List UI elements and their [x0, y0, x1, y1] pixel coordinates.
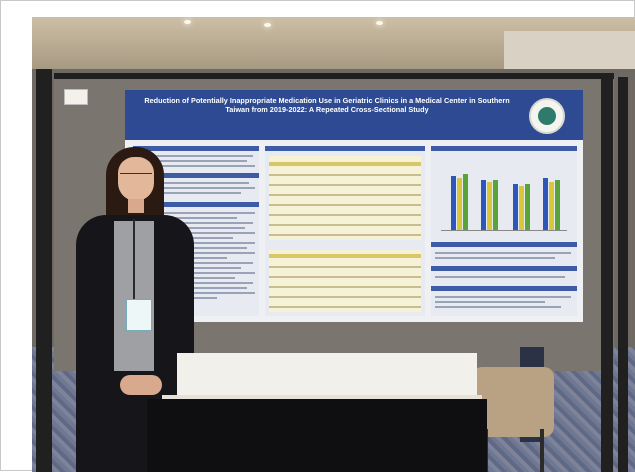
text-line [137, 222, 253, 224]
text-line [137, 272, 255, 274]
text-line [137, 262, 253, 264]
name-badge [126, 299, 152, 331]
ceiling-light [376, 21, 383, 25]
table-row [269, 306, 421, 308]
table-black-skirt [147, 399, 487, 472]
poster-bar-chart [441, 160, 567, 231]
table-row [269, 276, 421, 278]
section-heading-bar [431, 146, 577, 151]
text-line [137, 160, 247, 162]
chart-bar [451, 176, 456, 230]
section-heading-bar [133, 202, 259, 207]
results-table [269, 156, 421, 240]
table-row [269, 162, 421, 166]
chart-bar [543, 178, 548, 230]
table-row [269, 266, 421, 268]
chart-bar [513, 184, 518, 230]
section-heading-bar [133, 173, 259, 178]
chart-bar [493, 180, 498, 230]
text-line [435, 301, 545, 303]
poster-right-column [431, 146, 577, 316]
table-white-paper [177, 353, 477, 399]
clasped-hands [120, 375, 162, 395]
text-line [435, 252, 571, 254]
text-line [137, 252, 255, 254]
text-line [137, 217, 237, 219]
face [118, 157, 154, 201]
text-line [137, 227, 245, 229]
poster-middle-column [265, 146, 425, 316]
chart-bar [555, 180, 560, 230]
table-row [269, 234, 421, 236]
board-number-card [64, 89, 88, 105]
text-line [435, 296, 571, 298]
board-pole [601, 73, 613, 472]
text-line [137, 187, 255, 189]
institution-logo-icon [529, 98, 565, 134]
board-pole [36, 69, 52, 472]
text-line [137, 292, 255, 294]
table-row [269, 286, 421, 288]
glasses-icon [120, 173, 152, 181]
chart-bar [519, 186, 524, 230]
text-line [137, 155, 253, 157]
section-heading-bar [265, 146, 425, 151]
results-table [269, 250, 421, 312]
text-line [435, 257, 555, 259]
table-row [269, 174, 421, 176]
logo-emblem [538, 107, 556, 125]
chart-bar [487, 182, 492, 230]
chart-bar [481, 180, 486, 230]
lanyard [133, 219, 135, 299]
chair-leg [540, 429, 544, 472]
chart-bar [463, 174, 468, 230]
chart-bar [549, 182, 554, 230]
table-row [269, 254, 421, 258]
section-heading-bar [431, 286, 577, 291]
text-line [137, 192, 241, 194]
table-row [269, 214, 421, 216]
scientific-poster: Reduction of Potentially Inappropriate M… [125, 90, 583, 322]
neck [128, 199, 144, 213]
poster-header: Reduction of Potentially Inappropriate M… [125, 90, 583, 140]
table-row [269, 224, 421, 226]
text-line [137, 282, 253, 284]
text-line [137, 242, 255, 244]
poster-title: Reduction of Potentially Inappropriate M… [144, 96, 510, 114]
text-line [137, 232, 255, 234]
text-line [435, 306, 561, 308]
ceiling-light [184, 20, 191, 24]
section-heading-bar [431, 242, 577, 247]
text-line [137, 182, 249, 184]
ceiling-light [264, 23, 271, 27]
chart-bar [525, 184, 530, 230]
text-line [137, 212, 255, 214]
table-row [269, 296, 421, 298]
table-edge [162, 395, 482, 401]
table-row [269, 184, 421, 186]
conference-photo: Reduction of Potentially Inappropriate M… [32, 17, 635, 472]
text-line [435, 276, 565, 278]
table-row [269, 204, 421, 206]
table-row [269, 194, 421, 196]
board-pole [618, 77, 628, 472]
section-heading-bar [431, 266, 577, 271]
text-line [137, 165, 255, 167]
chart-bar [457, 178, 462, 230]
section-heading-bar [133, 146, 259, 151]
